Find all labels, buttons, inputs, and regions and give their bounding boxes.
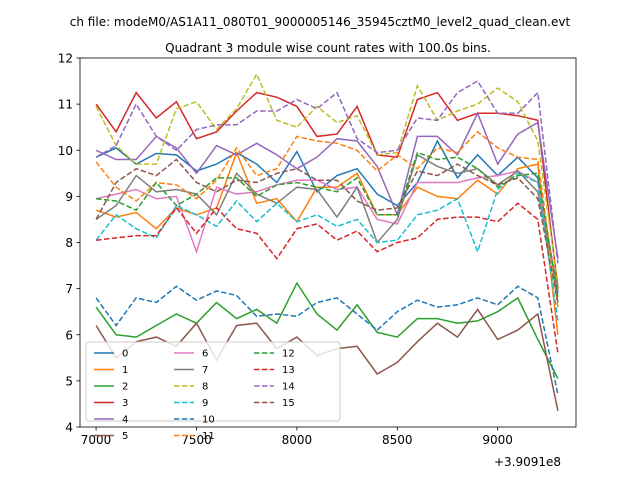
x-offset-label: +3.9091e8 bbox=[494, 455, 561, 469]
x-tick-label: 8500 bbox=[382, 433, 413, 447]
legend-label-13: 13 bbox=[282, 365, 295, 376]
y-tick-label: 11 bbox=[58, 98, 73, 112]
series-line-15 bbox=[95, 158, 559, 303]
x-tick-label: 9000 bbox=[482, 433, 513, 447]
y-tick-label: 6 bbox=[65, 328, 73, 342]
series-line-3 bbox=[95, 91, 559, 289]
legend-box bbox=[85, 341, 341, 422]
series-line-9 bbox=[95, 172, 559, 322]
series-line-8 bbox=[95, 72, 559, 285]
y-tick-label: 4 bbox=[65, 421, 73, 435]
legend-label-9: 9 bbox=[202, 398, 208, 409]
y-tick-label: 12 bbox=[58, 52, 73, 66]
y-tick-label: 5 bbox=[65, 374, 73, 388]
chart-title: Quadrant 3 module wise count rates with … bbox=[165, 41, 491, 55]
legend-label-5: 5 bbox=[122, 431, 128, 442]
legend-label-2: 2 bbox=[122, 382, 128, 393]
legend-label-7: 7 bbox=[202, 365, 208, 376]
series-line-14 bbox=[95, 80, 559, 264]
legend-label-11: 11 bbox=[202, 431, 215, 442]
series-line-4 bbox=[95, 111, 559, 259]
legend-label-4: 4 bbox=[122, 415, 128, 426]
x-tick-label: 7000 bbox=[81, 433, 112, 447]
legend-label-8: 8 bbox=[202, 382, 208, 393]
legend-label-12: 12 bbox=[282, 349, 295, 360]
y-tick-label: 8 bbox=[65, 236, 73, 250]
x-tick-label: 7500 bbox=[181, 433, 212, 447]
series-line-11 bbox=[95, 130, 559, 308]
y-tick-label: 10 bbox=[58, 144, 73, 158]
legend-label-3: 3 bbox=[122, 398, 128, 409]
legend-label-0: 0 bbox=[122, 349, 128, 360]
chart-suptitle: ch file: modeM0/AS1A11_080T01_9000005146… bbox=[70, 15, 571, 29]
x-tick-label: 8000 bbox=[282, 433, 313, 447]
legend-label-10: 10 bbox=[202, 415, 215, 426]
legend-label-14: 14 bbox=[282, 382, 295, 393]
legend-label-15: 15 bbox=[282, 398, 295, 409]
legend-label-1: 1 bbox=[122, 365, 128, 376]
series-line-12 bbox=[96, 151, 559, 299]
series-line-2 bbox=[95, 281, 559, 379]
series-line-0 bbox=[95, 139, 559, 294]
series-line-13 bbox=[96, 202, 559, 354]
series-line-10 bbox=[95, 285, 559, 395]
y-tick-label: 9 bbox=[65, 190, 73, 204]
y-tick-label: 7 bbox=[65, 282, 73, 296]
legend-label-6: 6 bbox=[202, 349, 208, 360]
